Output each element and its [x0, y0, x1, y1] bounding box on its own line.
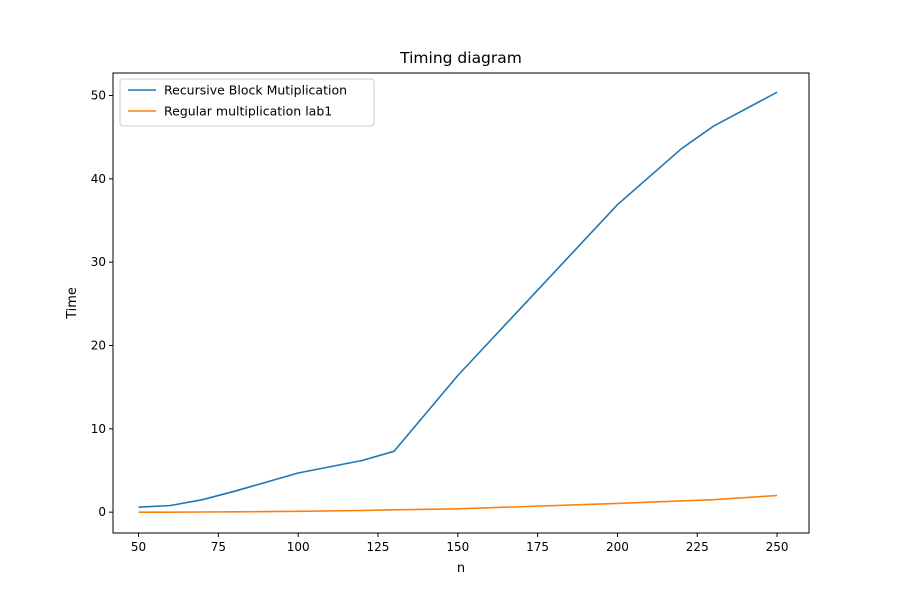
y-tick-label: 20 — [91, 339, 106, 353]
series-line-2 — [138, 494, 778, 513]
chart-title: Timing diagram — [399, 49, 522, 67]
legend-box — [119, 78, 375, 127]
y-tick-label: 0 — [98, 505, 106, 519]
plot-area: 50 75 100 125 150 175 200 225 250 0 10 20 30 40 50 — [91, 72, 810, 554]
plot-frame — [112, 72, 810, 534]
legend-entry-1: Recursive Block Mutiplication — [164, 83, 347, 98]
x-tick-label: 200 — [606, 540, 629, 554]
y-tick-label: 50 — [91, 89, 106, 103]
x-tick-label: 250 — [766, 540, 789, 554]
y-tick-label: 10 — [91, 422, 106, 436]
x-tick-label: 100 — [287, 540, 310, 554]
x-tick-label: 225 — [686, 540, 709, 554]
x-tick-label: 150 — [446, 540, 469, 554]
x-tick-label: 50 — [131, 540, 146, 554]
legend-entry-2: Regular multiplication lab1 — [164, 104, 332, 119]
series-line-1 — [138, 91, 778, 508]
y-tick-label: 40 — [91, 172, 106, 186]
x-tick-label: 125 — [367, 540, 390, 554]
x-axis-label: n — [457, 561, 465, 576]
x-tick-label: 75 — [211, 540, 226, 554]
legend: Recursive Block Mutiplication Regular mul… — [119, 78, 375, 127]
y-axis-label: Time — [65, 287, 80, 320]
y-tick-label: 30 — [91, 255, 106, 269]
x-tick-label: 175 — [526, 540, 549, 554]
